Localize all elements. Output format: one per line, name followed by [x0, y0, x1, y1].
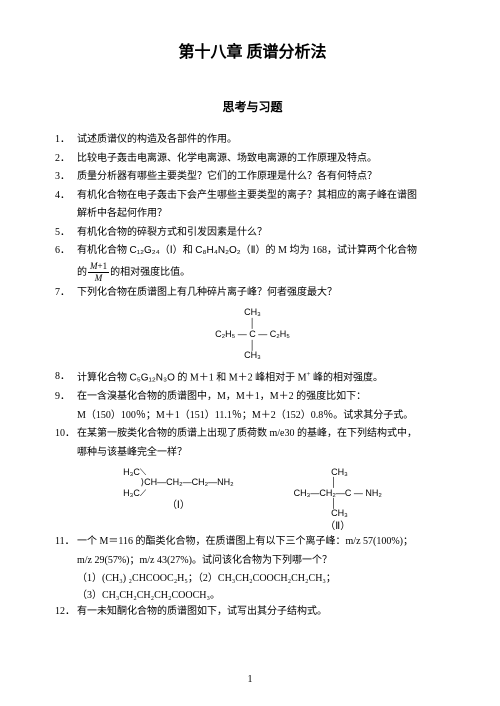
q-text: 下列化合物在质谱图上有几种碎片离子峰？何者强度最大？ [77, 285, 450, 302]
opt-line: （3）CH₃CH₂CH₂CH₂COOCH₃。 [77, 588, 450, 605]
q-num: 10． [55, 426, 77, 443]
s-label: （Ⅰ） [123, 500, 234, 512]
q-text: 有机化合物在电子轰击下会产生哪些主要类型的离子？其相应的离子峰在谱图 [77, 188, 450, 205]
q11: 11．一个 M＝116 的酯类化合物，在质谱图上有以下三个离子峰：m/z 57(… [55, 534, 450, 551]
s-line: CH₃ [294, 508, 382, 518]
s-line: CH₃ [55, 350, 450, 361]
q-num: 2． [55, 151, 77, 168]
t: 峰的相对强度。 [311, 373, 384, 384]
q-num: 4． [55, 188, 77, 205]
q-text: 的M+1M的相对强度比值。 [77, 262, 450, 283]
q4-cont: 解析中各起何作用？ [55, 206, 450, 223]
structure-q10-row: H₃C⟍ ⟩CH—CH₂—CH₂—NH₂ H₃C⟋ （Ⅰ） CH₃ │ CH₃—… [55, 467, 450, 532]
q-text: m/z 29(57%)；m/z 43(27%)。试问该化合物为下列哪一个？ [77, 553, 450, 570]
q8: 8． 计算化合物 C₅G₁₂N₃O 的 M＋1 和 M＋2 峰相对于 M+ 峰的… [55, 369, 450, 387]
q12: 12．有一未知酮化合物的质谱图如下，试写出其分子结构式。 [55, 604, 450, 621]
structure-q10-left: H₃C⟍ ⟩CH—CH₂—CH₂—NH₂ H₃C⟋ （Ⅰ） [123, 467, 234, 532]
q-text: 试述质谱仪的构造及各部件的作用。 [77, 132, 450, 149]
q-num: 6． [55, 243, 77, 260]
t: （Ⅰ） [160, 245, 183, 256]
q5: 5．有机化合物的碎裂方式和引发因素是什么？ [55, 225, 450, 242]
q-num: 5． [55, 225, 77, 242]
fraction: M+1M [88, 262, 109, 283]
s-line: │ [294, 498, 382, 508]
s-line: ⟩CH—CH₂—CH₂—NH₂ [123, 477, 234, 487]
q3: 3．质量分析器有哪些主要类型？它们的工作原理是什么？各有何特点？ [55, 169, 450, 186]
page-number: 1 [0, 672, 500, 689]
q1: 1．试述质谱仪的构造及各部件的作用。 [55, 132, 450, 149]
s-line: C₂H₅ — C — C₂H₅ [55, 329, 450, 340]
q-text: 质量分析器有哪些主要类型？它们的工作原理是什么？各有何特点？ [77, 169, 450, 186]
question-list-3: 11．一个 M＝116 的酯类化合物，在质谱图上有以下三个离子峰：m/z 57(… [55, 534, 450, 569]
q9b: M（150）100％；M＋1（151）11.1％；M＋2（152）0.8％。试求… [55, 408, 450, 425]
s-line: CH₃ [55, 307, 450, 318]
s-line: H₃C⟍ [123, 467, 234, 477]
t: 的 M 均为 [266, 245, 312, 256]
q-text: 比较电子轰击电离源、化学电离源、场致电离源的工作原理及特点。 [77, 151, 450, 168]
q7: 7．下列化合物在质谱图上有几种碎片离子峰？何者强度最大？ [55, 285, 450, 302]
q-num: 1． [55, 132, 77, 149]
q-text: 在某第一胺类化合物的质谱上出现了质荷数 m/e30 的基峰，在下列结构式中， [77, 426, 450, 443]
s-label: （Ⅱ） [294, 521, 382, 533]
s-line: │ [294, 477, 382, 487]
t: 的 [77, 266, 87, 277]
question-list-2: 8． 计算化合物 C₅G₁₂N₃O 的 M＋1 和 M＋2 峰相对于 M+ 峰的… [55, 369, 450, 461]
structure-q10-right: CH₃ │ CH₃—CH₂—C — NH₂ │ CH₃ （Ⅱ） [294, 467, 382, 532]
s-line: CH₃ [294, 467, 382, 477]
q-text: M（150）100％；M＋1（151）11.1％；M＋2（152）0.8％。试求… [77, 408, 450, 425]
q-text: 有机化合物的碎裂方式和引发因素是什么？ [77, 225, 450, 242]
q-num: 8． [55, 369, 77, 387]
t: ，试计算两个化合物 [327, 245, 417, 256]
section-title: 思考与习题 [55, 98, 450, 118]
s-line: │ [55, 318, 450, 329]
q11b: m/z 29(57%)；m/z 43(27%)。试问该化合物为下列哪一个？ [55, 553, 450, 570]
q6: 6． 有机化合物 C₁₂G₂₄（Ⅰ）和 C₈H₄N₂O₂（Ⅱ）的 M 均为 16… [55, 243, 450, 260]
q9: 9．在一含溴基化合物的质谱图中，M，M＋1，M＋2 的强度比如下： [55, 389, 450, 406]
q-text: 解析中各起何作用？ [77, 206, 450, 223]
q4: 4．有机化合物在电子轰击下会产生哪些主要类型的离子？其相应的离子峰在谱图 [55, 188, 450, 205]
q-num: 9． [55, 389, 77, 406]
formula: C₁₂G₂₄ [130, 245, 160, 256]
formula: C₅G₁₂N₃O [130, 373, 175, 384]
frac-num: M+1 [88, 262, 109, 273]
t: （Ⅱ） [241, 245, 266, 256]
t: 168 [312, 245, 327, 256]
q-text: 在一含溴基化合物的质谱图中，M，M＋1，M＋2 的强度比如下： [77, 389, 450, 406]
structure-q7: CH₃ │ C₂H₅ — C — C₂H₅ │ CH₃ [55, 307, 450, 361]
t: 的相对强度比值。 [110, 266, 190, 277]
formula: C₈H₄N₂O₂ [195, 245, 240, 256]
t: 和 [183, 245, 196, 256]
q10: 10．在某第一胺类化合物的质谱上出现了质荷数 m/e30 的基峰，在下列结构式中… [55, 426, 450, 443]
frac-den: M [88, 273, 109, 283]
t: 有机化合物 [77, 245, 130, 256]
q-text: 一个 M＝116 的酯类化合物，在质谱图上有以下三个离子峰：m/z 57(100… [77, 534, 450, 551]
q11-options: （1）(CH₃) ₂CHCOOC₂H₅；（2）CH₃CH₂COOCH₂CH₂CH… [55, 571, 450, 604]
q6b: 的M+1M的相对强度比值。 [55, 262, 450, 283]
q-num: 7． [55, 285, 77, 302]
q-text: 有一未知酮化合物的质谱图如下，试写出其分子结构式。 [77, 604, 450, 621]
t: 计算化合物 [77, 373, 130, 384]
q-num: 3． [55, 169, 77, 186]
t: 的 M＋1 和 M＋2 峰相对于 M [175, 373, 307, 384]
chapter-title: 第十八章 质谱分析法 [55, 40, 450, 66]
question-list: 1．试述质谱仪的构造及各部件的作用。 2．比较电子轰击电离源、化学电离源、场致电… [55, 132, 450, 301]
s-line: CH₃—CH₂—C — NH₂ [294, 488, 382, 498]
q-num: 11． [55, 534, 77, 551]
s-line: H₃C⟋ [123, 488, 234, 498]
q10b: 哪种与该基峰完全一样？ [55, 445, 450, 462]
q-text: 哪种与该基峰完全一样？ [77, 445, 450, 462]
opt-line: （1）(CH₃) ₂CHCOOC₂H₅；（2）CH₃CH₂COOCH₂CH₂CH… [77, 571, 450, 588]
s-line: │ [55, 340, 450, 351]
q-text: 有机化合物 C₁₂G₂₄（Ⅰ）和 C₈H₄N₂O₂（Ⅱ）的 M 均为 168，试… [77, 243, 450, 260]
q-text: 计算化合物 C₅G₁₂N₃O 的 M＋1 和 M＋2 峰相对于 M+ 峰的相对强… [77, 369, 450, 387]
q-num: 12． [55, 604, 77, 621]
question-list-4: 12．有一未知酮化合物的质谱图如下，试写出其分子结构式。 [55, 604, 450, 621]
q2: 2．比较电子轰击电离源、化学电离源、场致电离源的工作原理及特点。 [55, 151, 450, 168]
